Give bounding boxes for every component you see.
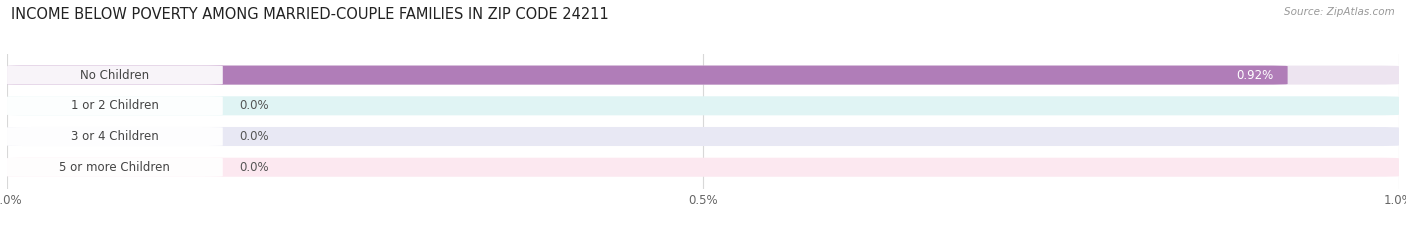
FancyBboxPatch shape [7, 158, 222, 177]
Text: 0.92%: 0.92% [1236, 69, 1274, 82]
Text: 5 or more Children: 5 or more Children [59, 161, 170, 174]
Text: 0.0%: 0.0% [239, 161, 269, 174]
FancyBboxPatch shape [7, 96, 1399, 115]
Text: 0.0%: 0.0% [239, 130, 269, 143]
FancyBboxPatch shape [7, 65, 222, 85]
Text: 0.0%: 0.0% [239, 99, 269, 112]
Text: Source: ZipAtlas.com: Source: ZipAtlas.com [1284, 7, 1395, 17]
FancyBboxPatch shape [7, 158, 1399, 177]
Text: 3 or 4 Children: 3 or 4 Children [72, 130, 159, 143]
Text: 1 or 2 Children: 1 or 2 Children [70, 99, 159, 112]
FancyBboxPatch shape [7, 65, 1288, 85]
Text: INCOME BELOW POVERTY AMONG MARRIED-COUPLE FAMILIES IN ZIP CODE 24211: INCOME BELOW POVERTY AMONG MARRIED-COUPL… [11, 7, 609, 22]
FancyBboxPatch shape [7, 65, 1399, 85]
Text: No Children: No Children [80, 69, 149, 82]
FancyBboxPatch shape [7, 96, 222, 115]
FancyBboxPatch shape [7, 127, 1399, 146]
FancyBboxPatch shape [7, 127, 222, 146]
